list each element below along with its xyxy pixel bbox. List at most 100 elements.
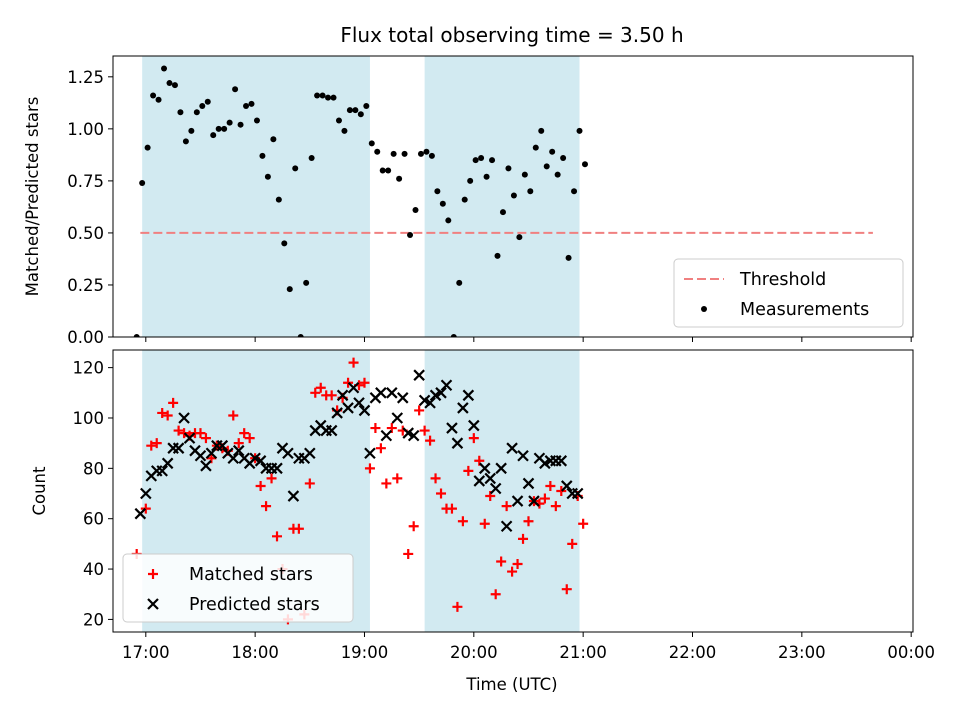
measurement-point [248, 100, 255, 107]
predicted-star-point [331, 407, 343, 419]
y-tick-label: 1.00 [67, 120, 104, 139]
predicted-star-point [200, 460, 212, 472]
predicted-star-point [161, 457, 174, 470]
matched-star-point [200, 433, 211, 444]
matched-star-point [239, 428, 250, 439]
matched-star-point [539, 493, 550, 504]
measurement-point [368, 140, 375, 147]
matched-star-point [479, 518, 490, 529]
measurement-point [182, 138, 189, 145]
measurement-point [204, 98, 211, 105]
measurement-point [412, 207, 419, 214]
measurement-point [319, 92, 326, 99]
y-tick-label: 0.50 [67, 224, 104, 243]
predicted-star-point [342, 402, 354, 414]
x-tick-label: 17:00 [122, 643, 170, 662]
measurement-point [505, 165, 512, 172]
y-tick-label: 0.75 [67, 172, 104, 191]
predicted-star-point [435, 387, 447, 399]
matched-star-point [310, 387, 321, 398]
predicted-star-point [205, 447, 218, 460]
y-tick-label: 80 [83, 459, 104, 478]
predicted-star-point [440, 379, 453, 392]
measurement-point [281, 240, 288, 247]
measurement-point [335, 117, 342, 124]
matched-star-point [468, 433, 479, 444]
predicted-star-point [183, 432, 196, 444]
matched-star-point [457, 516, 468, 527]
matched-star-point [255, 480, 266, 491]
predicted-star-point [380, 429, 393, 442]
measurement-point [560, 154, 567, 161]
y-tick-label: 1.25 [67, 68, 104, 87]
legend-label: Measurements [740, 300, 869, 320]
measurement-point [286, 286, 293, 293]
measurement-point [417, 150, 424, 157]
measurement-point [292, 165, 299, 172]
measurement-point [554, 171, 561, 178]
matched-star-point [370, 423, 381, 434]
measurement-point [428, 152, 435, 159]
predicted-star-point [484, 472, 496, 485]
measurement-point [357, 111, 364, 118]
matched-star-point [343, 377, 354, 388]
measurement-point [439, 200, 446, 207]
predicted-star-point [178, 412, 190, 424]
y-tick-label: 0.00 [67, 328, 104, 347]
measurement-point [516, 234, 523, 241]
y-tick-label: 40 [83, 560, 104, 579]
observing-window-shading [142, 56, 370, 337]
predicted-star-point [134, 507, 147, 520]
matched-star-point [452, 601, 463, 612]
measurement-point [401, 150, 408, 157]
matched-star-point [228, 410, 239, 421]
measurement-point [472, 157, 479, 164]
measurement-point [259, 152, 266, 159]
legend-label: Predicted stars [189, 595, 320, 615]
legend: Matched stars Predicted stars [122, 553, 354, 623]
matched-star-point [364, 463, 375, 474]
matched-star-point [545, 480, 556, 491]
matched-star-point [392, 473, 403, 484]
measurement-point [161, 65, 168, 72]
matched-star-point [414, 405, 425, 416]
matched-star-point [430, 473, 441, 484]
y-tick-label: 0.25 [67, 276, 104, 295]
predicted-star-point [304, 447, 316, 460]
measurement-point [232, 86, 239, 93]
predicted-star-point [271, 462, 283, 475]
predicted-star-point [336, 389, 349, 402]
matched-star-point [403, 548, 414, 559]
matched-star-point [244, 433, 255, 444]
measurement-point [330, 94, 337, 101]
measurement-point [489, 157, 496, 164]
predicted-star-point [446, 422, 458, 434]
legend-matched-swatch [148, 569, 158, 579]
series-x [134, 369, 584, 533]
matched-star-point [304, 478, 315, 489]
predicted-star-point [555, 455, 568, 467]
matched-star-point [523, 516, 534, 527]
predicted-star-point [462, 389, 475, 402]
measurement-point [166, 80, 173, 87]
matched-star-point [490, 589, 501, 600]
matched-star-point [151, 438, 162, 449]
legend-label: Threshold [739, 270, 826, 290]
measurement-point [434, 188, 441, 195]
matched-star-point [567, 538, 578, 549]
predicted-star-point [282, 447, 294, 460]
matched-star-point [266, 473, 277, 484]
measurement-point [483, 173, 490, 180]
measurement-point [215, 125, 222, 132]
matched-star-point [233, 438, 244, 449]
measurement-point [314, 92, 321, 99]
measurement-point [221, 125, 228, 132]
matched-star-point [556, 486, 567, 496]
predicted-star-point [528, 495, 540, 507]
measurement-point [494, 252, 501, 259]
matched-star-point [561, 584, 572, 595]
predicted-star-point [325, 424, 338, 437]
measurement-point [374, 148, 381, 155]
predicted-star-point [468, 419, 480, 432]
predicted-star-point [347, 381, 360, 394]
